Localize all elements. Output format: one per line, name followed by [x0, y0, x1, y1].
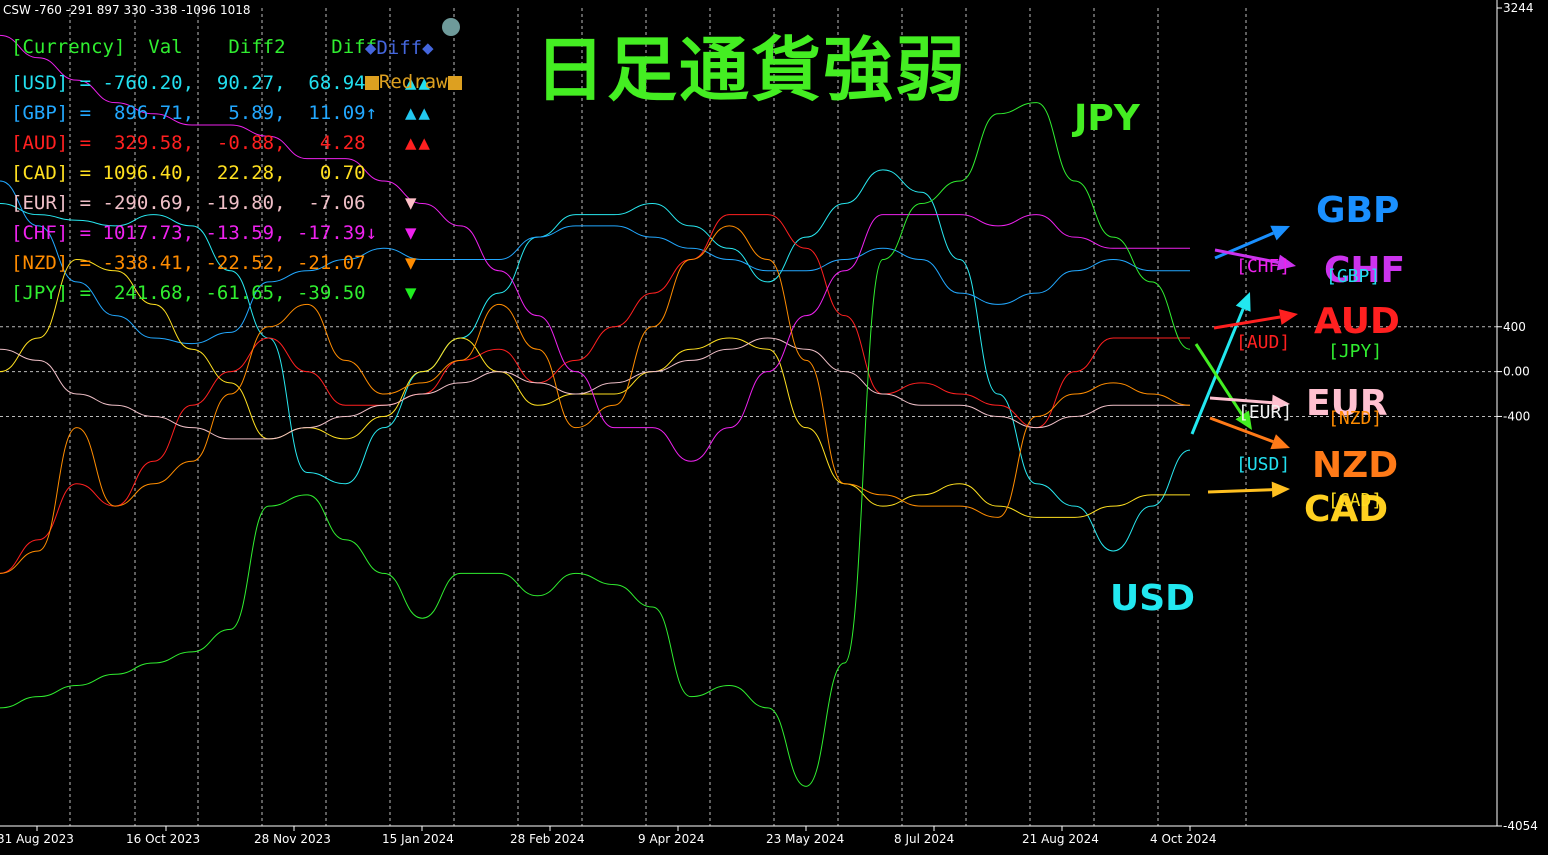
signal-icon: ▼ [405, 252, 419, 274]
x-tick-label: 9 Apr 2024 [638, 832, 705, 846]
page-title: 日足通貨強弱 [535, 29, 967, 111]
redraw-square-icon [364, 75, 379, 90]
series-line-aud [0, 214, 1190, 574]
currency-label: CAD [1304, 489, 1388, 530]
arrow-head-gbp [1270, 225, 1290, 241]
series-line-jpy [0, 102, 1191, 787]
currency-row: [USD] = -760.20, 90.27, 68.94 [11, 72, 366, 94]
currency-label: NZD [1312, 445, 1398, 486]
signal-icon: ▼ [405, 192, 419, 214]
arrow-head-aud [1278, 309, 1298, 325]
arrow-line-usd [1190, 308, 1245, 435]
currency-tag: [USD] [1236, 454, 1290, 475]
status-dot [442, 18, 460, 36]
x-tick-label: 4 Oct 2024 [1150, 832, 1217, 846]
currency-row: [GBP] = 896.71, 5.89, 11.09↑ [11, 102, 378, 124]
redraw-square-icon [447, 75, 462, 90]
series-line-gbp [0, 180, 1190, 345]
y-tick-label: 400 [1503, 320, 1526, 334]
arrow-line-gbp [1214, 231, 1275, 260]
signal-icon: ▼ [405, 222, 419, 244]
arrow-group [1190, 225, 1298, 498]
currency-label: CHF [1324, 250, 1405, 291]
currency-label: USD [1110, 578, 1195, 619]
signal-icon: ▲▲ [405, 132, 432, 154]
arrow-line-eur [1209, 396, 1273, 405]
currency-tag: [NZD] [1328, 408, 1382, 429]
series-line-eur [0, 337, 1190, 440]
arrow-line-cad [1207, 488, 1273, 494]
currency-label: EUR [1306, 383, 1388, 424]
currency-row: [NZD] = -338.41, -22.52, -21.07 [11, 252, 366, 274]
series-line-chf [0, 34, 1190, 462]
y-tick-label: 3244 [1503, 1, 1534, 15]
series-line-usd [0, 169, 1191, 552]
y-tick-label: -400 [1503, 409, 1530, 423]
currency-tag: [CAD] [1328, 490, 1382, 511]
currency-tag: [CHF] [1236, 256, 1290, 277]
arrow-head-nzd [1270, 434, 1290, 450]
currency-label: GBP [1316, 190, 1399, 231]
arrow-head-chf [1276, 254, 1296, 271]
redraw-label: Redraw [378, 71, 448, 93]
arrow-head-usd [1235, 292, 1251, 312]
signal-icon: ▼ [405, 282, 419, 304]
table-header: [Currency] Val Diff2 Diff [11, 36, 378, 58]
redraw-button[interactable]: Redraw [342, 49, 462, 93]
x-tick-label: 31 Aug 2023 [0, 832, 74, 846]
x-tick-label: 16 Oct 2023 [126, 832, 200, 846]
arrow-line-jpy [1194, 343, 1244, 416]
signal-icon: ▲▲ [405, 102, 432, 124]
y-tick-label: 0.00 [1503, 365, 1530, 379]
x-tick-label: 15 Jan 2024 [382, 832, 454, 846]
currency-tag: [EUR] [1238, 402, 1292, 423]
currency-row: [EUR] = -290.69, -19.80, -7.06 [11, 192, 366, 214]
indicator-header: CSW -760 -291 897 330 -338 -1096 1018 [3, 3, 251, 17]
series-line-nzd [0, 225, 1191, 574]
currency-tag: [AUD] [1236, 332, 1290, 353]
x-tick-label: 23 May 2024 [766, 832, 844, 846]
currency-row: [AUD] = 329.58, -0.88, 4.28 [11, 132, 366, 154]
arrow-line-chf [1214, 248, 1279, 264]
x-tick-label: 28 Nov 2023 [254, 832, 331, 846]
arrow-line-nzd [1209, 416, 1274, 444]
diff-toggle-button[interactable]: ◆Diff◆ [342, 15, 434, 59]
grid-lines [0, 8, 1497, 826]
currency-row: [CHF] = 1017.73, -13.59, -17.39↓ [11, 222, 378, 244]
diff-label: ◆Diff◆ [364, 37, 434, 59]
arrow-head-jpy [1235, 410, 1252, 430]
currency-row: [CAD] = 1096.40, 22.28, 0.70 [11, 162, 366, 184]
y-tick-label: -4054 [1503, 819, 1538, 833]
series-group [0, 34, 1191, 787]
x-tick-label: 8 Jul 2024 [894, 832, 954, 846]
currency-tag: [JPY] [1328, 341, 1382, 362]
currency-row: [JPY] = 241.68, -61.65, -39.50 [11, 282, 366, 304]
x-tick-label: 28 Feb 2024 [510, 832, 585, 846]
currency-label: AUD [1314, 301, 1400, 342]
arrow-head-cad [1271, 481, 1290, 498]
currency-tag: [GBP] [1326, 266, 1380, 287]
arrow-line-aud [1213, 315, 1281, 330]
currency-label: JPY [1071, 98, 1141, 139]
arrow-head-eur [1271, 394, 1290, 411]
x-tick-label: 21 Aug 2024 [1022, 832, 1099, 846]
signal-icon: ▲▲ [405, 72, 432, 94]
